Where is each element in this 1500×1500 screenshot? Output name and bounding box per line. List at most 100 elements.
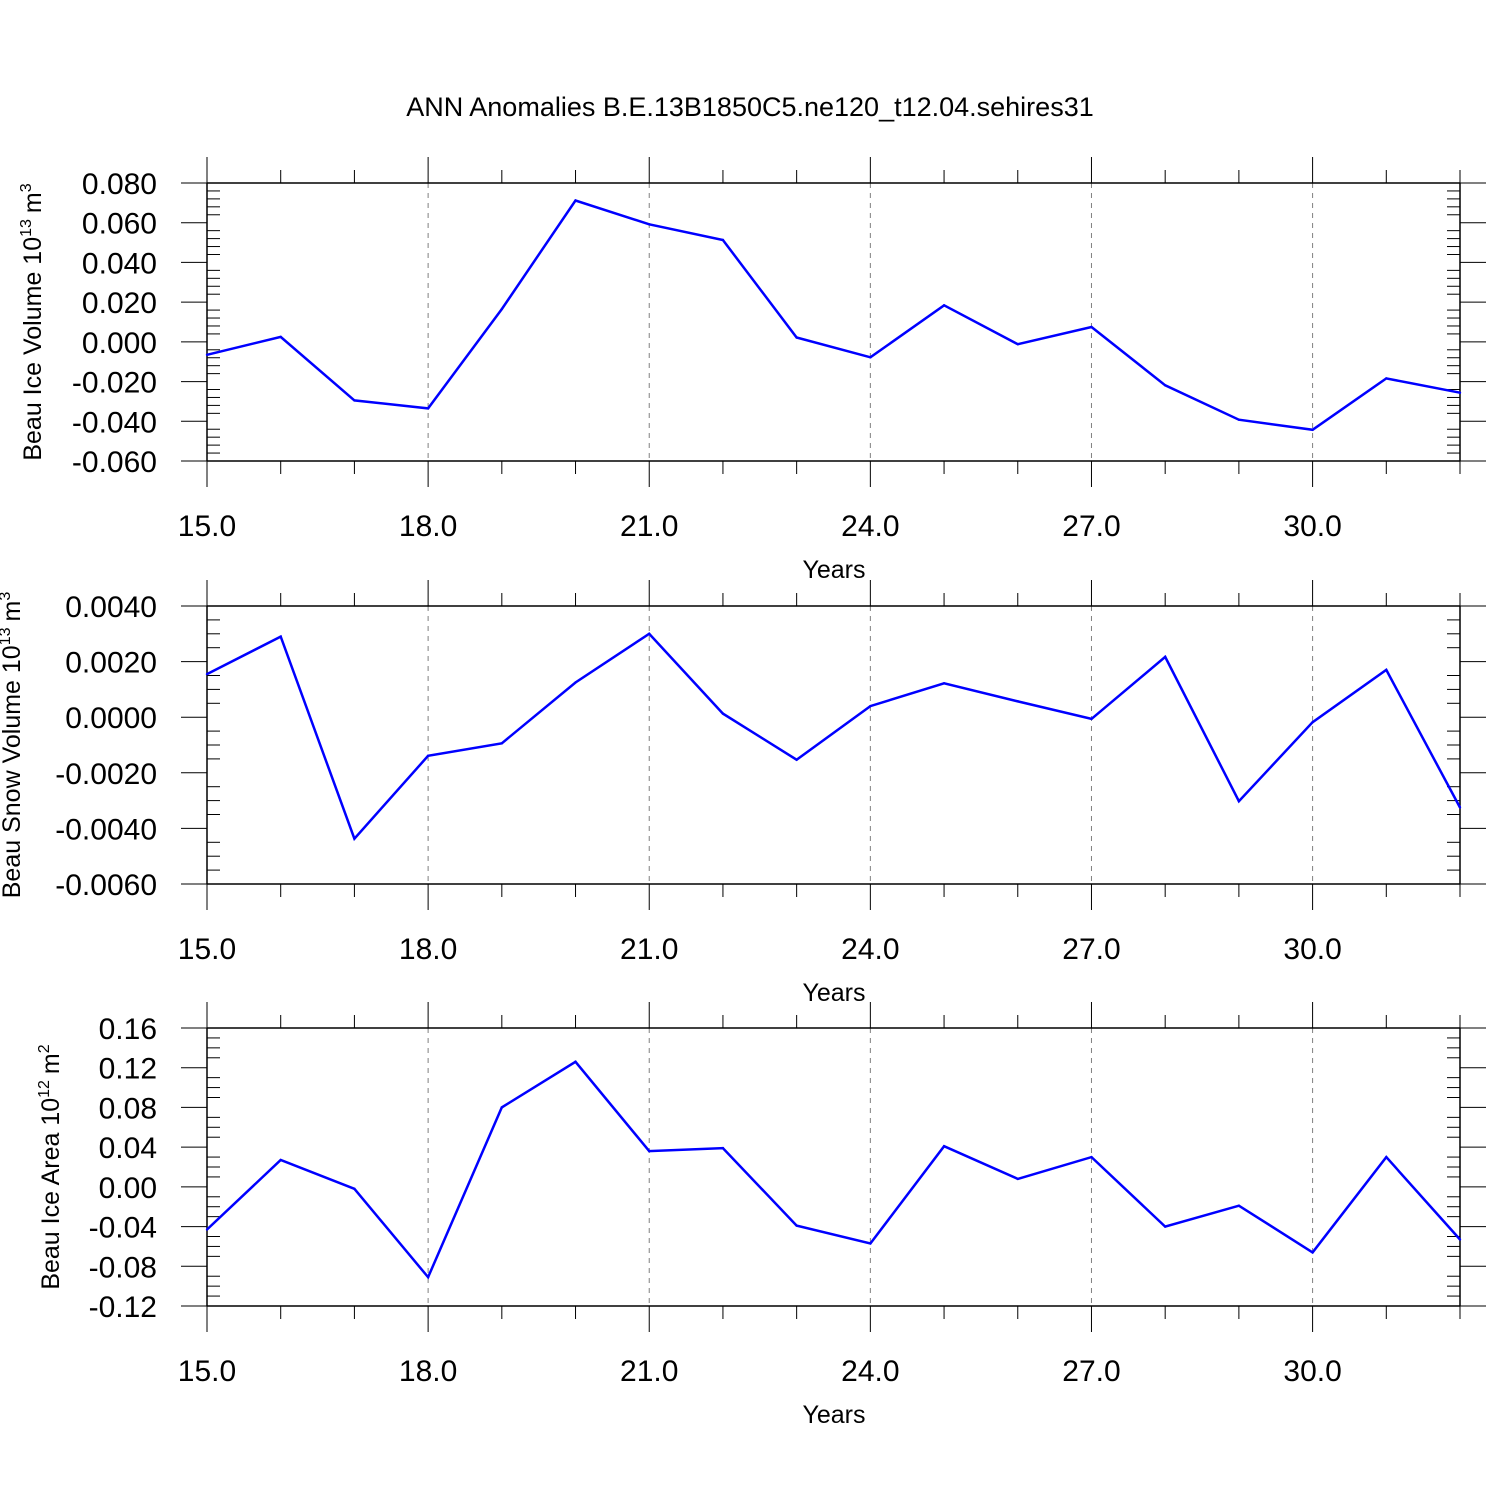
data-point — [1090, 1155, 1093, 1159]
data-point — [205, 353, 209, 356]
x-tick-label: 15.0 — [178, 1355, 236, 1388]
data-point — [721, 712, 725, 715]
y-tick-label: 0.0040 — [65, 591, 157, 624]
x-tick-label: 24.0 — [841, 933, 899, 966]
y-tick-label: 0.00 — [99, 1172, 157, 1205]
y-axis-label-unit-exponent: 3 — [0, 592, 14, 601]
y-tick-label: -0.0040 — [55, 813, 157, 846]
x-tick-label: 15.0 — [178, 933, 236, 966]
data-point — [1090, 325, 1093, 329]
data-point — [279, 1158, 282, 1162]
series-line — [206, 632, 1462, 842]
y-axis-label-unit: m — [19, 192, 47, 213]
data-point — [1016, 343, 1019, 346]
x-tick-label: 18.0 — [399, 933, 457, 966]
y-axis-label-text: Beau Snow Volume 10 — [0, 645, 26, 898]
x-tick-label: 21.0 — [620, 933, 678, 966]
data-point — [795, 758, 798, 761]
data-point — [648, 632, 651, 635]
data-point — [353, 1187, 356, 1191]
data-point — [205, 672, 209, 676]
data-point — [869, 356, 872, 359]
y-axis-label-unit-exponent: 2 — [36, 1044, 53, 1053]
data-point — [574, 199, 577, 202]
y-tick-label: -0.0020 — [55, 758, 157, 791]
x-tick-label: 30.0 — [1283, 933, 1341, 966]
data-point — [869, 1242, 872, 1245]
x-axis-label: Years — [802, 556, 865, 584]
data-point — [353, 399, 356, 402]
chart-panel-1: 0.080 0.060 0.040 0.020 0.000 -0.020 -0.040 -0.… — [18, 157, 1486, 584]
data-point — [1385, 668, 1388, 672]
x-tick-label: 30.0 — [1283, 1355, 1341, 1388]
data-point — [1311, 721, 1314, 724]
series-line — [206, 1060, 1461, 1280]
y-tick-label: 0.08 — [99, 1092, 157, 1125]
data-point — [279, 635, 282, 638]
x-tick-label: 18.0 — [399, 1355, 457, 1388]
chart-panel-3: 0.16 0.12 0.08 0.04 0.00 -0.04 -0.08 -0.12 15.0 1… — [36, 1002, 1486, 1429]
y-tick-label: 0.060 — [82, 208, 157, 241]
data-point — [426, 407, 430, 410]
y-tick-label: 0.04 — [99, 1132, 157, 1165]
chart-panel-2: 0.0040 0.0020 0.0000 -0.0020 -0.0040 -0.0060 1… — [0, 580, 1486, 1007]
y-tick-label: -0.12 — [89, 1291, 157, 1324]
x-tick-label: 27.0 — [1062, 1355, 1120, 1388]
data-point — [795, 1224, 798, 1227]
data-point — [1016, 1177, 1019, 1181]
data-point — [942, 304, 946, 307]
data-point — [500, 742, 504, 745]
y-axis-label: Beau Ice Volume 1013 m3 — [18, 183, 47, 460]
data-point — [205, 1228, 209, 1231]
data-point — [1163, 655, 1167, 659]
x-tick-label: 27.0 — [1062, 510, 1120, 543]
x-tick-label: 15.0 — [178, 510, 236, 543]
y-tick-label: 0.000 — [82, 327, 157, 360]
data-point — [1458, 806, 1462, 809]
data-point — [1163, 384, 1167, 387]
y-axis-label-unit: m — [0, 601, 26, 622]
data-point — [648, 223, 651, 226]
y-axis-label-text: Beau Ice Volume 10 — [19, 237, 47, 461]
y-axis-label: Beau Ice Area 1012 m2 — [36, 1044, 65, 1289]
data-point — [721, 238, 725, 242]
y-tick-label: -0.04 — [89, 1212, 157, 1245]
data-point — [279, 335, 282, 339]
data-point — [1237, 418, 1241, 421]
data-point — [500, 1106, 504, 1109]
data-point — [426, 754, 430, 758]
y-tick-label: 0.040 — [82, 247, 157, 280]
y-tick-label: 0.12 — [99, 1053, 157, 1086]
data-point — [353, 837, 356, 840]
x-tick-label: 24.0 — [841, 510, 899, 543]
x-tick-label: 18.0 — [399, 510, 457, 543]
x-tick-label: 21.0 — [620, 510, 678, 543]
y-axis-label-exponent: 13 — [0, 627, 14, 645]
data-point — [1385, 377, 1388, 380]
data-point — [426, 1276, 430, 1279]
x-tick-label: 27.0 — [1062, 933, 1120, 966]
y-tick-label: -0.0060 — [55, 869, 157, 902]
data-point — [500, 307, 504, 311]
y-tick-label: 0.0000 — [65, 702, 157, 735]
data-point — [574, 1060, 577, 1063]
data-point — [869, 704, 872, 708]
data-point — [795, 336, 798, 339]
y-axis-label-text: Beau Ice Area 10 — [37, 1098, 65, 1290]
data-point — [1237, 1204, 1241, 1207]
data-point — [1311, 428, 1314, 432]
data-point — [942, 1144, 946, 1148]
data-point — [1311, 1251, 1314, 1254]
data-point — [1458, 1238, 1462, 1241]
y-tick-label: 0.16 — [99, 1013, 157, 1046]
y-tick-label: -0.08 — [89, 1251, 157, 1284]
data-point — [574, 681, 577, 684]
x-axis-label: Years — [802, 1401, 865, 1429]
data-point — [1385, 1155, 1388, 1159]
data-point — [1237, 799, 1241, 803]
data-point — [942, 682, 946, 685]
y-tick-label: 0.020 — [82, 287, 157, 320]
data-point — [648, 1149, 651, 1153]
data-point — [1090, 717, 1093, 721]
